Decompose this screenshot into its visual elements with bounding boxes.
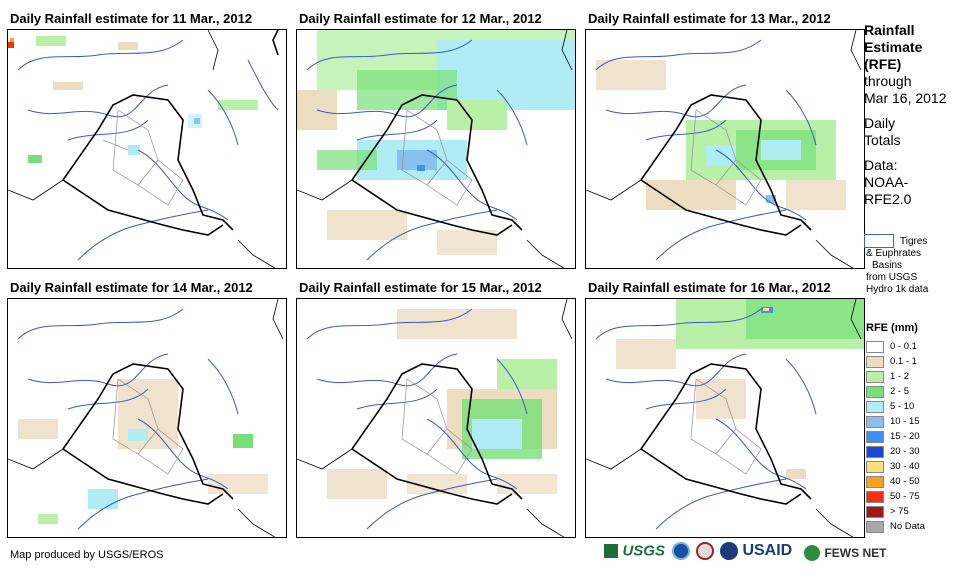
legend-swatch xyxy=(866,506,884,518)
seal-icon xyxy=(696,542,714,560)
province-boundaries xyxy=(401,378,473,475)
daily-label: Daily xyxy=(864,115,896,131)
map-panel-16-mar xyxy=(585,298,865,538)
legend-swatch xyxy=(866,446,884,458)
country-borders xyxy=(62,363,234,505)
legend-label: 20 - 30 xyxy=(890,446,920,457)
map-panel-15-mar xyxy=(296,298,576,538)
map-panel-12-mar xyxy=(296,29,576,269)
usaid-logo: USAID xyxy=(720,542,792,560)
legend-header: Rainfall Estimate (RFE) through Mar 16, … xyxy=(864,22,964,208)
rainfall-overlay xyxy=(18,379,268,524)
legend-swatch xyxy=(866,476,884,488)
legend-label: No Data xyxy=(890,521,925,532)
through-label: through xyxy=(864,73,912,89)
legend-label: 1 - 2 xyxy=(890,371,910,382)
country-borders xyxy=(62,30,279,236)
totals-label: Totals xyxy=(864,132,901,148)
panel-title: Daily Rainfall estimate for 13 Mar., 201… xyxy=(588,11,831,26)
legend-swatch xyxy=(866,341,884,353)
river-basin-outline xyxy=(17,308,239,530)
basin-swatch xyxy=(864,234,894,248)
legend-swatch xyxy=(866,356,884,368)
rainfall-overlay xyxy=(8,36,258,163)
basin-label: from USGS xyxy=(866,272,918,283)
legend-title-line: Estimate xyxy=(864,39,923,55)
legend-label: 30 - 40 xyxy=(890,461,920,472)
country-borders xyxy=(640,94,812,236)
river-basin-outline xyxy=(306,308,528,530)
noaa-logo xyxy=(672,542,690,565)
noaa-icon xyxy=(672,542,690,560)
legend-label: 40 - 50 xyxy=(890,476,920,487)
legend-swatch xyxy=(866,401,884,413)
dept-seal-logo xyxy=(696,542,714,565)
panel-title: Daily Rainfall estimate for 11 Mar., 201… xyxy=(10,11,253,26)
usaid-icon xyxy=(720,542,738,560)
legend-label: 0.1 - 1 xyxy=(890,356,917,367)
basin-label: & Euphrates xyxy=(866,248,922,259)
rainfall-overlay xyxy=(297,30,575,255)
rainfall-overlay xyxy=(616,299,864,479)
map-panel-13-mar xyxy=(585,29,865,269)
rfe-legend-title: RFE (mm) xyxy=(866,322,918,334)
river-basin-outline xyxy=(17,39,279,261)
legend-swatch xyxy=(866,371,884,383)
legend-title-line: Rainfall xyxy=(864,22,915,38)
data-source: NOAA- xyxy=(864,174,909,190)
river-basin-outline xyxy=(595,39,817,261)
panel-title: Daily Rainfall estimate for 16 Mar., 201… xyxy=(588,280,831,295)
map-panel-14-mar xyxy=(7,298,287,538)
panel-title: Daily Rainfall estimate for 15 Mar., 201… xyxy=(299,280,542,295)
data-source: RFE2.0 xyxy=(864,191,912,207)
legend-label: 10 - 15 xyxy=(890,416,920,427)
legend-swatch xyxy=(866,521,884,533)
province-boundaries xyxy=(102,109,184,206)
basin-label: Hydro 1k data xyxy=(866,284,929,295)
legend-swatch xyxy=(866,461,884,473)
country-borders xyxy=(640,363,812,505)
panel-title: Daily Rainfall estimate for 12 Mar., 201… xyxy=(299,11,542,26)
credit-text: Map produced by USGS/EROS xyxy=(10,549,164,561)
basin-label: Basins xyxy=(872,260,903,271)
partner-logos: USGS USAID FEWS NET xyxy=(604,540,959,570)
legend-label: 50 - 75 xyxy=(890,491,920,502)
usgs-logo: USGS xyxy=(604,542,665,560)
province-boundaries xyxy=(690,109,762,206)
province-boundaries xyxy=(690,378,762,475)
legend-label: 0 - 0.1 xyxy=(890,341,917,352)
legend-label: 2 - 5 xyxy=(890,386,910,397)
fews-net-logo: FEWS NET xyxy=(804,544,886,562)
fews-icon xyxy=(804,544,820,561)
country-borders xyxy=(351,363,523,505)
basin-label: Tigres xyxy=(900,236,928,247)
river-basin-outline xyxy=(306,39,528,261)
river-basin-outline xyxy=(595,308,817,530)
legend-swatch xyxy=(866,416,884,428)
panel-title: Daily Rainfall estimate for 14 Mar., 201… xyxy=(10,280,253,295)
legend-swatch xyxy=(866,431,884,443)
data-label: Data: xyxy=(864,157,898,173)
legend-swatch xyxy=(866,491,884,503)
rainfall-overlay xyxy=(596,60,846,210)
legend-swatch xyxy=(866,386,884,398)
usgs-icon xyxy=(604,543,618,558)
map-panel-11-mar xyxy=(7,29,287,269)
province-boundaries xyxy=(401,109,473,206)
through-date: Mar 16, 2012 xyxy=(864,90,947,106)
country-borders xyxy=(351,94,523,236)
basin-legend: Tigres & Euphrates Basins from USGS Hydr… xyxy=(864,234,964,296)
rainfall-overlay xyxy=(327,309,557,499)
province-boundaries xyxy=(112,378,184,475)
legend-label: 5 - 10 xyxy=(890,401,915,412)
legend-label: > 75 xyxy=(890,506,909,517)
legend-label: 15 - 20 xyxy=(890,431,920,442)
legend-title-line: (RFE) xyxy=(864,56,902,72)
